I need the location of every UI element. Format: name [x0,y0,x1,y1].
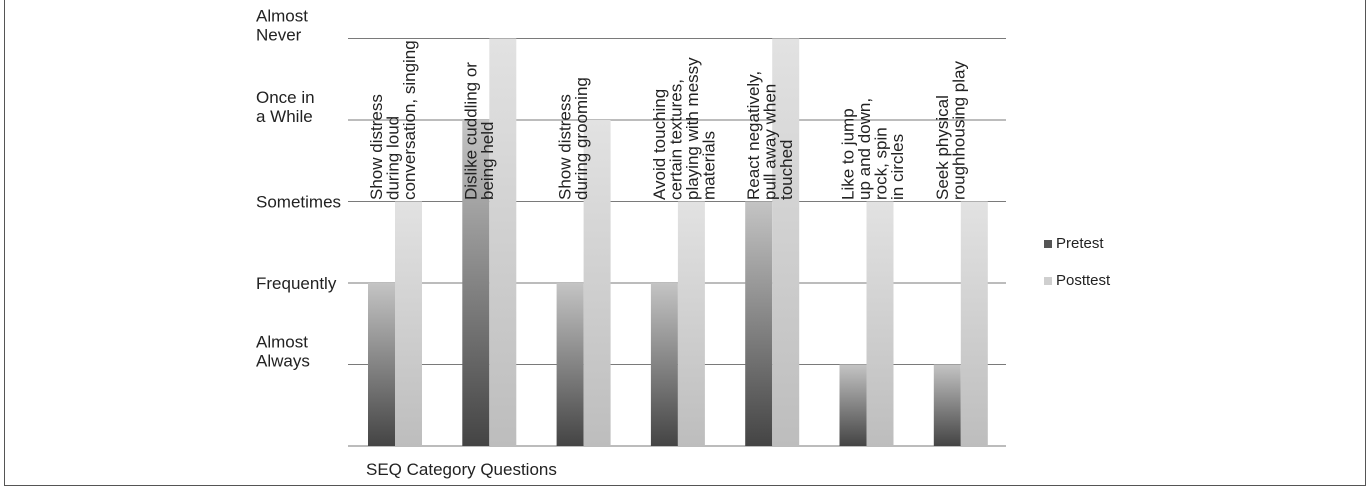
category-label-line: Like to jump [839,108,858,200]
category-label-line: in circles [888,134,907,200]
category-label-line: conversation, singing [400,40,419,200]
pretest-bar [745,201,773,446]
category-label-line: certain textures, [666,79,685,200]
category-label-line: being held [478,122,497,200]
category-label-line: during grooming [572,77,591,200]
pretest-legend-swatch [1044,240,1052,248]
category-label-line: Seek physical [933,95,952,200]
posttest-bar [677,201,705,446]
posttest-bar [866,201,894,446]
category-label-line: up and down, [855,98,874,200]
category-label-line: Dislike cuddling or [461,62,480,200]
pretest-bar [368,283,395,446]
x-axis-title: SEQ Category Questions [366,460,557,479]
legend-label: Posttest [1056,272,1111,289]
category-label-line: React negatively, [744,71,763,200]
y-tick-label: Sometimes [256,193,341,212]
posttest-legend-swatch [1044,277,1052,285]
posttest-bar [489,38,517,446]
y-tick-label: Almost Always [256,333,310,371]
y-tick-label: Once in a While [256,88,315,126]
category-label-line: touched [777,140,796,201]
pretest-bar [933,364,961,446]
category-label-line: pull away when [761,84,780,200]
category-label-line: materials [699,131,718,200]
y-tick-label: Frequently [256,274,337,293]
pretest-bar [556,283,584,446]
posttest-bar [772,38,800,446]
category-label-line: during loud [384,116,403,200]
category-label-line: Show distress [367,94,386,200]
y-tick-label: Almost Never [256,7,308,45]
category-label-line: playing with messy [683,57,702,200]
pretest-bar [462,120,490,446]
legend-label: Pretest [1056,235,1104,252]
pretest-bar [650,283,678,446]
bars [368,38,988,446]
posttest-bar [395,201,422,446]
category-label-line: Avoid touching [650,89,669,200]
category-label-line: Show distress [556,94,575,200]
category-label-line: roughhousing play [949,61,968,200]
category-label-line: rock, spin [872,127,891,200]
y-axis-tick-labels: Almost Always Frequently Sometimes Once in a … [256,7,341,371]
legend: Pretest Posttest [1044,235,1111,289]
posttest-bar [960,201,988,446]
posttest-bar [583,120,611,446]
pretest-bar [839,364,867,446]
chart-frame [4,0,1366,486]
